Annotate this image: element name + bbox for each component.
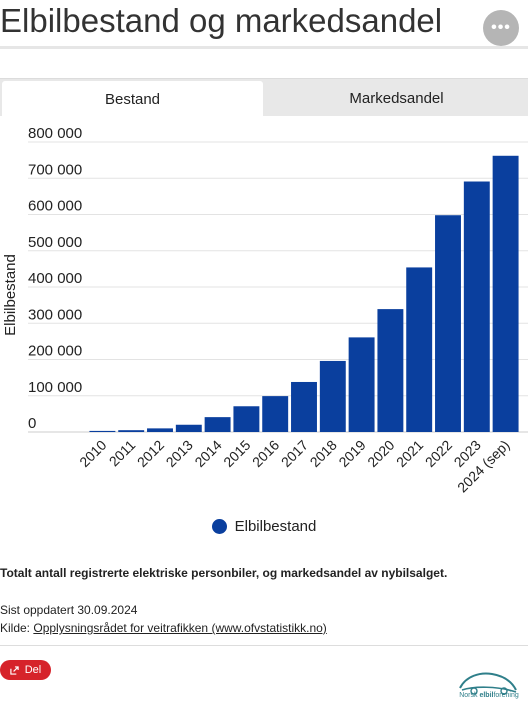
elbilforening-logo [459, 672, 517, 695]
x-tick-label: 2013 [163, 437, 196, 470]
bar[interactable] [435, 215, 461, 432]
share-button[interactable]: Del [0, 660, 51, 680]
bar[interactable] [463, 181, 490, 432]
bar[interactable] [118, 430, 145, 432]
source-line: Kilde: Opplysningsrådet for veitrafikken… [0, 621, 327, 635]
footer-divider [0, 645, 528, 646]
bar[interactable] [204, 417, 231, 432]
bar[interactable] [291, 381, 317, 432]
x-tick-label: 2016 [249, 437, 282, 470]
tab-bar: Bestand Markedsandel [0, 78, 528, 117]
bar[interactable] [319, 360, 346, 432]
x-tick-label: 2019 [335, 437, 368, 470]
x-tick-label: 2021 [393, 437, 426, 470]
logo-text: Norsk elbilforening [459, 692, 519, 699]
tab-markedsandel[interactable]: Markedsandel [349, 90, 444, 107]
x-tick-label: 2020 [364, 437, 397, 470]
bar[interactable] [492, 155, 519, 432]
bar-chart: 0 100 000 200 000 300 000 400 000 500 000 600 … [2, 125, 528, 495]
y-tick-label: 800 000 [28, 125, 82, 142]
share-label: Del [24, 664, 42, 676]
y-tick-label: 200 000 [28, 343, 82, 360]
title-divider [0, 46, 528, 49]
x-tick-label: 2015 [220, 437, 253, 470]
bar[interactable] [262, 396, 289, 432]
y-tick-label: 400 000 [28, 270, 82, 287]
bar[interactable] [147, 428, 173, 432]
bar[interactable] [377, 309, 404, 432]
x-tick-label: 2018 [307, 437, 340, 470]
y-tick-label: 100 000 [28, 379, 82, 396]
tab-bestand[interactable]: Bestand [2, 81, 263, 117]
bar[interactable] [406, 267, 433, 432]
page-title: Elbilbestand og markedsandel [0, 2, 443, 39]
x-tick-label: 2014 [191, 437, 224, 470]
source-prefix: Kilde: [0, 621, 34, 635]
x-tick-label: 2022 [422, 437, 455, 470]
x-tick-label: 2017 [278, 437, 311, 470]
chart-legend[interactable]: Elbilbestand [0, 518, 528, 535]
y-tick-label: 300 000 [28, 306, 82, 323]
x-tick-label: 2012 [134, 437, 167, 470]
y-tick-label: 500 000 [28, 234, 82, 251]
x-tick-label: 2010 [76, 437, 109, 470]
y-tick-label: 0 [28, 415, 36, 432]
x-tick-label: 2011 [106, 437, 139, 470]
y-axis-label: Elbilbestand [2, 254, 19, 336]
more-options-button[interactable]: ••• [483, 10, 519, 46]
bar[interactable] [348, 337, 375, 432]
y-tick-label: 700 000 [28, 161, 82, 178]
source-link[interactable]: Opplysningsrådet for veitrafikken (www.o… [33, 621, 327, 635]
y-tick-label: 600 000 [28, 198, 82, 215]
bar[interactable] [233, 406, 260, 432]
bar[interactable] [89, 430, 116, 432]
bar[interactable] [175, 424, 202, 432]
more-icon: ••• [491, 19, 511, 36]
legend-marker [211, 519, 227, 534]
chart-description: Totalt antall registrerte elektriske per… [0, 566, 448, 580]
last-updated: Sist oppdatert 30.09.2024 [0, 603, 138, 617]
legend-label: Elbilbestand [234, 518, 317, 535]
share-icon [10, 665, 19, 675]
